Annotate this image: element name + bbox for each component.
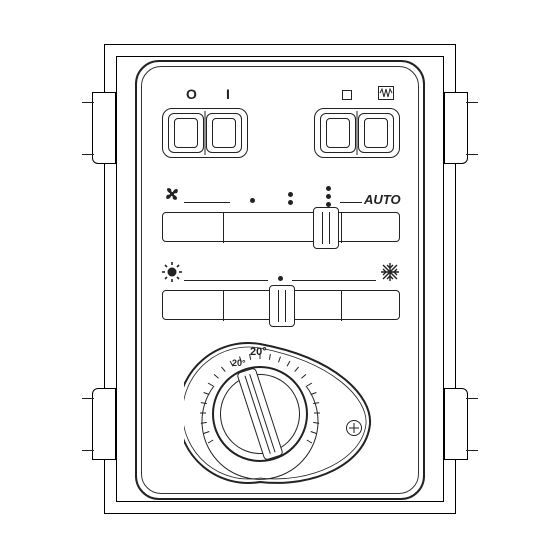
resistance-blank-icon bbox=[342, 90, 352, 100]
power-rocker[interactable] bbox=[162, 108, 248, 158]
right-bracket-bottom bbox=[444, 388, 468, 460]
mode-label-line-left bbox=[184, 280, 268, 281]
power-on-symbol: I bbox=[226, 86, 230, 102]
left-bracket-bottom bbox=[92, 388, 116, 460]
power-off-symbol: O bbox=[186, 86, 197, 102]
fan-auto-line bbox=[340, 202, 362, 203]
fan-speed-2-dot bbox=[288, 192, 293, 197]
bracket-lip bbox=[466, 450, 478, 451]
bracket-lip bbox=[466, 154, 478, 155]
right-bracket-top bbox=[444, 92, 468, 164]
fan-label-line bbox=[184, 202, 230, 203]
mode-track bbox=[162, 290, 400, 320]
bracket-lip bbox=[466, 102, 478, 103]
control-panel-diagram: O I bbox=[0, 0, 560, 560]
fan-auto-label: AUTO bbox=[364, 192, 401, 207]
bracket-lip bbox=[466, 398, 478, 399]
left-bracket-top bbox=[92, 92, 116, 164]
fan-speed-track bbox=[162, 212, 400, 242]
mode-center-dot bbox=[278, 276, 283, 281]
fan-icon bbox=[162, 184, 182, 204]
fan-speed-2-dot bbox=[288, 200, 293, 205]
resistance-rocker[interactable] bbox=[314, 108, 400, 158]
bracket-lip bbox=[82, 102, 94, 103]
dial-screw-icon bbox=[346, 420, 362, 436]
fan-speed-3-dot bbox=[326, 186, 331, 191]
fan-speed-knob[interactable] bbox=[313, 207, 339, 249]
resistance-icon bbox=[378, 86, 394, 100]
bracket-lip bbox=[82, 398, 94, 399]
mode-knob[interactable] bbox=[269, 285, 295, 327]
mode-label-line-right bbox=[292, 280, 376, 281]
snowflake-icon bbox=[380, 262, 400, 282]
bracket-lip bbox=[82, 450, 94, 451]
bracket-lip bbox=[82, 154, 94, 155]
sun-icon bbox=[162, 262, 182, 282]
fan-speed-1-dot bbox=[250, 198, 255, 203]
fan-speed-3-dot bbox=[326, 194, 331, 199]
